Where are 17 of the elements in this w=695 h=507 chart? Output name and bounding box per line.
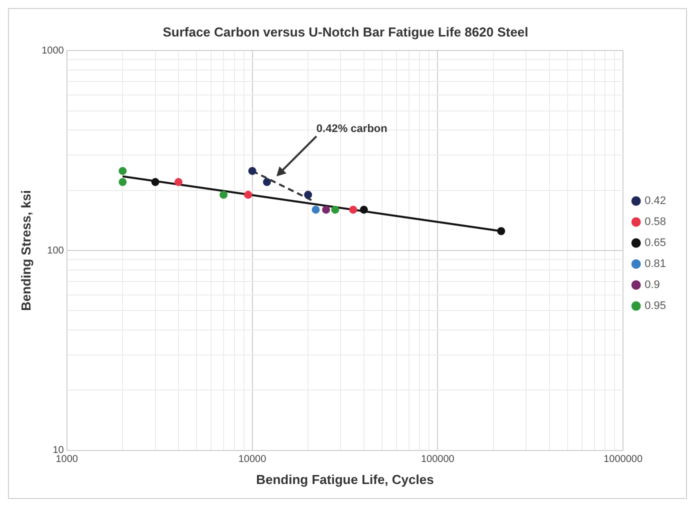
- x-tick-label: 10000: [238, 454, 267, 466]
- x-axis-title: Bending Fatigue Life, Cycles: [256, 472, 434, 487]
- y-tick-label: 100: [47, 245, 64, 256]
- x-tick-label: 1000000: [604, 454, 643, 466]
- chart-title: Surface Carbon versus U-Notch Bar Fatigue Life 8620 Steel: [162, 24, 528, 40]
- annotation: 0.42% carbon: [316, 122, 388, 135]
- legend-label: 0.42: [644, 195, 666, 208]
- y-axis-title: Bending Stress, ksi: [18, 190, 34, 311]
- y-tick-label: 1000: [42, 45, 64, 56]
- legend-label: 0.81: [644, 258, 666, 270]
- legend-label: 0.58: [644, 216, 666, 228]
- y-tick-label: 10: [52, 445, 64, 456]
- legend-label: 0.9: [644, 279, 660, 292]
- legend-label: 0.65: [644, 237, 666, 250]
- x-tick-label: 100000: [420, 454, 455, 466]
- legend-label: 0.95: [644, 300, 666, 312]
- x-tick-label: 1000: [56, 454, 78, 466]
